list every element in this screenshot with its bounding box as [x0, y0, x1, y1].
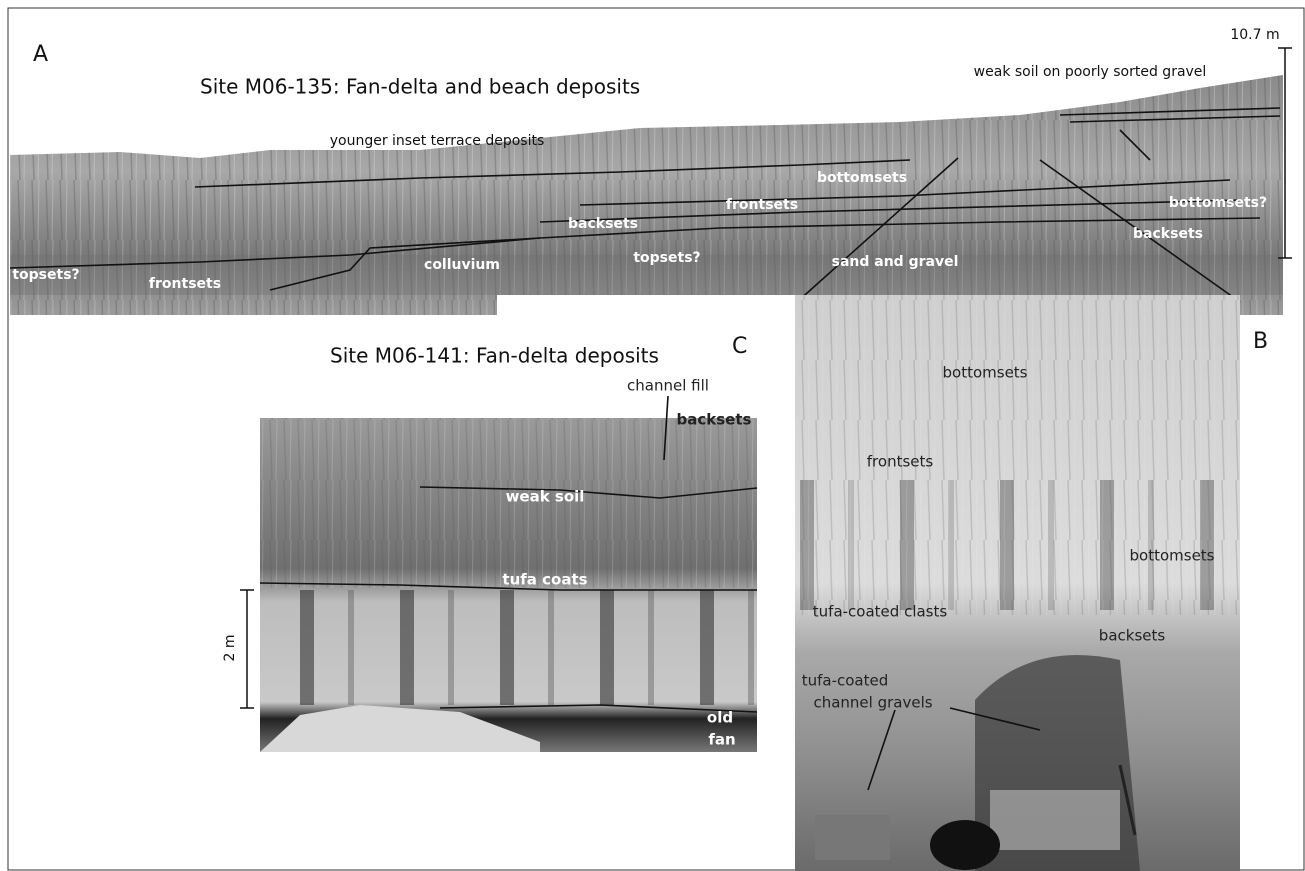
- annotation: old: [707, 709, 733, 727]
- annotation: backsets: [1133, 226, 1203, 242]
- annotation: frontsets: [149, 276, 221, 292]
- panel-letter: B: [1253, 329, 1268, 354]
- annotation: bottomsets: [943, 364, 1028, 382]
- panel-letter: C: [732, 334, 747, 359]
- annotation: fan: [708, 731, 735, 749]
- annotation: topsets?: [633, 250, 700, 266]
- annotation: tufa-coated clasts: [813, 603, 948, 621]
- figure: A Site M06-135: Fan-delta and beach depo…: [0, 0, 1305, 871]
- annotation: topsets?: [12, 267, 79, 283]
- scale-label: 10.7 m: [1230, 27, 1279, 43]
- annotation: bottomsets: [817, 170, 907, 186]
- panel-title: Site M06-141: Fan-delta deposits: [330, 344, 659, 368]
- annotation: channel gravels: [813, 694, 932, 712]
- annotation: backsets: [1099, 627, 1166, 645]
- annotation: backsets: [677, 411, 752, 429]
- scale-label: 2 m: [222, 635, 238, 662]
- annotation: weak soil on poorly sorted gravel: [974, 64, 1207, 80]
- annotation: colluvium: [424, 257, 500, 273]
- annotation: sand and gravel: [832, 254, 959, 270]
- panel-letter: A: [33, 42, 48, 67]
- annotation: frontsets: [867, 453, 934, 471]
- annotation: bottomsets: [1130, 547, 1215, 565]
- annotation: weak soil: [506, 488, 585, 506]
- annotation: bottomsets?: [1169, 195, 1267, 211]
- annotation: younger inset terrace deposits: [330, 133, 545, 149]
- annotation: tufa coats: [502, 571, 587, 589]
- annotation: backsets: [568, 216, 638, 232]
- annotation: frontsets: [726, 197, 798, 213]
- panel-title: Site M06-135: Fan-delta and beach deposi…: [200, 75, 640, 99]
- annotation: tufa-coated: [802, 672, 889, 690]
- annotation: channel fill: [627, 377, 709, 395]
